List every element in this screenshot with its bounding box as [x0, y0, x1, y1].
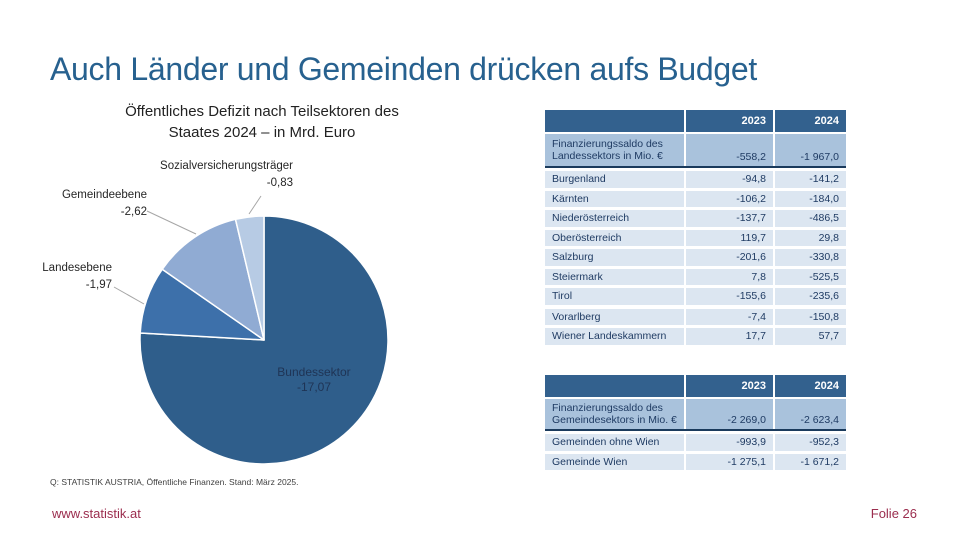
row-value-2023: -94,8 [686, 171, 773, 188]
pie-label-landesebene: Landesebene -1,97 [42, 260, 112, 294]
pie-label-name: Sozialversicherungsträger [160, 160, 293, 172]
row-label: Salzburg [545, 249, 684, 266]
table-row: Oberösterreich 119,7 29,8 [545, 229, 846, 246]
row-value-2024: -1 671,2 [775, 453, 846, 470]
table-row: Gemeinden ohne Wien -993,9 -952,3 [545, 434, 846, 451]
website-link[interactable]: www.statistik.at [52, 506, 141, 521]
table-header-row: 2023 2024 [545, 110, 846, 132]
table-header-empty [545, 110, 684, 132]
table-row: Burgenland -94,8 -141,2 [545, 171, 846, 188]
row-value-2023: -137,7 [686, 210, 773, 227]
row-label: Gemeinde Wien [545, 453, 684, 470]
row-value-2024: -184,0 [775, 190, 846, 207]
row-value-2024: -486,5 [775, 210, 846, 227]
summary-label: Finanzierungssaldo des Landessektors in … [545, 134, 684, 166]
table-row: Niederösterreich -137,7 -486,5 [545, 210, 846, 227]
chart-title: Öffentliches Defizit nach Teilsektoren d… [82, 101, 442, 143]
chart-title-line1: Öffentliches Defizit nach Teilsektoren d… [125, 103, 399, 120]
row-value-2023: 7,8 [686, 268, 773, 285]
table-row: Salzburg -201,6 -330,8 [545, 249, 846, 266]
table-landessektor: 2023 2024 Finanzierungssaldo des Landess… [545, 110, 846, 348]
summary-value-2024: -1 967,0 [775, 134, 846, 166]
row-value-2023: -1 275,1 [686, 453, 773, 470]
row-label: Niederösterreich [545, 210, 684, 227]
row-value-2024: -330,8 [775, 249, 846, 266]
table-header-2023: 2023 [686, 110, 773, 132]
summary-value-2024: -2 623,4 [775, 399, 846, 429]
table-header-row: 2023 2024 [545, 375, 846, 397]
table-gemeindesektor: 2023 2024 Finanzierungssaldo des Gemeind… [545, 375, 846, 473]
slide-number: Folie 26 [870, 506, 917, 521]
pie-chart [139, 215, 389, 465]
row-value-2024: -235,6 [775, 288, 846, 305]
row-label: Burgenland [545, 171, 684, 188]
table-summary-row: Finanzierungssaldo des Landessektors in … [545, 134, 846, 168]
row-value-2023: 119,7 [686, 229, 773, 246]
pie-label-bundessektor: Bundessektor -17,07 [252, 365, 376, 395]
row-value-2023: -106,2 [686, 190, 773, 207]
pie-label-value: -1,97 [85, 279, 112, 291]
table-row: Gemeinde Wien -1 275,1 -1 671,2 [545, 453, 846, 470]
row-value-2023: 17,7 [686, 328, 773, 345]
table-row: Kärnten -106,2 -184,0 [545, 190, 846, 207]
table-header-2024: 2024 [775, 375, 846, 397]
row-label: Steiermark [545, 268, 684, 285]
pie-slice-sozialversicherungstraeger [234, 215, 265, 341]
row-value-2024: -952,3 [775, 434, 846, 451]
row-label: Vorarlberg [545, 308, 684, 325]
summary-value-2023: -2 269,0 [686, 399, 773, 429]
row-value-2023: -155,6 [686, 288, 773, 305]
summary-value-2023: -558,2 [686, 134, 773, 166]
table-row: Wiener Landeskammern 17,7 57,7 [545, 328, 846, 345]
table-summary-row: Finanzierungssaldo des Gemeindesektors i… [545, 399, 846, 431]
row-value-2023: -7,4 [686, 308, 773, 325]
pie-label-gemeindeebene: Gemeindeebene -2,62 [62, 187, 147, 221]
row-value-2024: 29,8 [775, 229, 846, 246]
row-value-2023: -993,9 [686, 434, 773, 451]
pie-label-value: -2,62 [120, 206, 147, 218]
pie-label-name: Gemeindeebene [61, 189, 147, 201]
pie-label-value: -0,83 [266, 177, 293, 189]
row-value-2024: -525,5 [775, 268, 846, 285]
pie-slice-gemeindeebene [161, 218, 265, 341]
row-value-2024: 57,7 [775, 328, 846, 345]
row-value-2024: -141,2 [775, 171, 846, 188]
pie-label-name: Landesebene [42, 262, 112, 274]
row-label: Wiener Landeskammern [545, 328, 684, 345]
row-label: Gemeinden ohne Wien [545, 434, 684, 451]
table-row: Steiermark 7,8 -525,5 [545, 268, 846, 285]
table-header-2024: 2024 [775, 110, 846, 132]
summary-label: Finanzierungssaldo des Gemeindesektors i… [545, 399, 684, 429]
row-label: Tirol [545, 288, 684, 305]
table-row: Vorarlberg -7,4 -150,8 [545, 308, 846, 325]
page-title: Auch Länder und Gemeinden drücken aufs B… [50, 51, 758, 88]
source-note: Q: STATISTIK AUSTRIA, Öffentliche Finanz… [50, 477, 299, 487]
table-row: Tirol -155,6 -235,6 [545, 288, 846, 305]
row-value-2023: -201,6 [686, 249, 773, 266]
pie-label-sozialversicherungstraeger: Sozialversicherungsträger -0,83 [160, 158, 293, 192]
pie-label-value: -17,07 [296, 380, 332, 394]
row-value-2024: -150,8 [775, 308, 846, 325]
row-label: Oberösterreich [545, 229, 684, 246]
table-header-empty [545, 375, 684, 397]
table-header-2023: 2023 [686, 375, 773, 397]
row-label: Kärnten [545, 190, 684, 207]
chart-title-line2: Staates 2024 – in Mrd. Euro [168, 124, 356, 141]
pie-label-name: Bundessektor [277, 365, 351, 379]
